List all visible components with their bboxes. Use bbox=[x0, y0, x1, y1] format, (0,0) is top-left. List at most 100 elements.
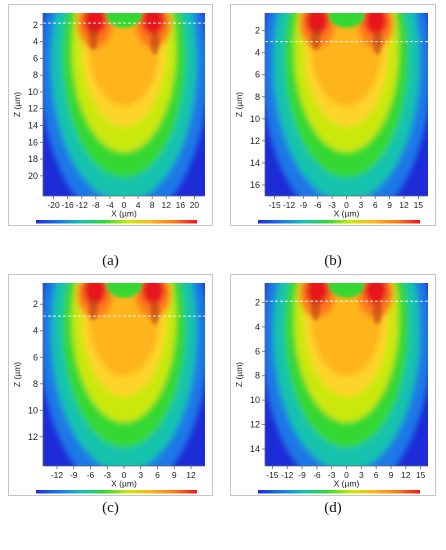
z-tick-label: 20 bbox=[28, 171, 38, 181]
panel-caption: (a) bbox=[102, 253, 119, 269]
x-tick-label: -3 bbox=[328, 470, 336, 480]
x-tick-label: 3 bbox=[359, 200, 364, 210]
x-tick-label: -9 bbox=[298, 470, 306, 480]
dark-patch bbox=[88, 26, 98, 51]
x-tick-label: 12 bbox=[399, 200, 409, 210]
panel-a: 2 4 6 8 10 12 14 16 18 20 -20 -16 -12 -8 -4 0 4 8 12 16 20 X … bbox=[8, 4, 213, 275]
colorbar-min-label: 0.40 bbox=[34, 225, 50, 226]
low-stress-region bbox=[328, 13, 365, 28]
z-tick-label: 2 bbox=[255, 26, 260, 36]
colorbar-unit-label: GPa bbox=[108, 495, 125, 496]
panel-d: 2 4 6 8 10 12 14 -15 -12 -9 -6 -3 0 3 6 9 12 15 X (µm) Z (µ… bbox=[230, 274, 436, 522]
stress-lobe bbox=[364, 13, 388, 35]
x-tick-label: 4 bbox=[136, 200, 141, 210]
z-tick-label: 8 bbox=[33, 70, 38, 80]
x-tick-label: -8 bbox=[92, 200, 100, 210]
x-axis-label: X (µm) bbox=[334, 209, 360, 219]
z-axis-label: Z (µm) bbox=[234, 362, 244, 387]
dark-patch bbox=[372, 300, 382, 325]
x-tick-label: -12 bbox=[281, 470, 294, 480]
z-axis-label: Z (µm) bbox=[234, 92, 244, 117]
stress-field bbox=[265, 283, 428, 466]
x-tick-label: 3 bbox=[359, 470, 364, 480]
panel-c: 2 4 6 8 10 12 -12 -9 -6 -3 0 3 6 9 12 X (µm) Z (µm) 0.44 G… bbox=[8, 274, 213, 522]
dark-patch bbox=[311, 26, 321, 51]
x-tick-label: 3 bbox=[138, 470, 143, 480]
x-tick-label: 0 bbox=[344, 470, 349, 480]
stress-field bbox=[265, 13, 428, 196]
panel-caption: (c) bbox=[102, 500, 119, 516]
dark-patch bbox=[150, 30, 160, 55]
z-tick-label: 4 bbox=[255, 322, 260, 332]
x-tick-label: 6 bbox=[373, 200, 378, 210]
colorbar-max-label: 11.14 bbox=[403, 225, 423, 226]
z-tick-label: 12 bbox=[28, 432, 38, 442]
stress-lobe bbox=[305, 13, 329, 35]
z-tick-label: 14 bbox=[28, 120, 38, 130]
z-tick-label: 16 bbox=[250, 180, 260, 190]
colorbar-max-label: 10.78 bbox=[402, 495, 423, 496]
z-tick-label: 14 bbox=[250, 444, 260, 454]
panel-b: 2 4 6 8 10 12 14 16 -15 -12 -9 -6 -3 0 3 6 9 12 15 X (µm) Z … bbox=[230, 4, 436, 275]
x-tick-label: -9 bbox=[300, 200, 308, 210]
colorbar-min-label: 0.40 bbox=[256, 495, 272, 496]
colorbar-unit-label: GPa bbox=[331, 495, 348, 496]
x-tick-label: -6 bbox=[313, 470, 321, 480]
x-tick-label: 9 bbox=[387, 200, 392, 210]
low-stress-region bbox=[106, 13, 142, 28]
x-axis-label: X (µm) bbox=[334, 479, 360, 489]
stress-lobe bbox=[364, 283, 388, 305]
stress-map-chart: 2 4 6 8 10 12 -12 -9 -6 -3 0 3 6 9 12 X (µm) Z (µm) 0.44 G… bbox=[12, 283, 205, 496]
z-tick-label: 8 bbox=[255, 92, 260, 102]
x-axis-label: X (µm) bbox=[111, 479, 137, 489]
colorbar bbox=[258, 490, 420, 494]
z-tick-label: 18 bbox=[28, 154, 38, 164]
z-tick-label: 10 bbox=[250, 395, 260, 405]
z-tick-label: 12 bbox=[250, 420, 260, 430]
x-tick-label: 0 bbox=[344, 200, 349, 210]
colorbar-max-label: 10.96 bbox=[179, 225, 200, 226]
z-tick-label: 12 bbox=[250, 136, 260, 146]
stress-lobe bbox=[141, 13, 165, 35]
z-tick-label: 4 bbox=[255, 48, 260, 58]
z-axis-label: Z (µm) bbox=[12, 362, 22, 387]
x-tick-label: -20 bbox=[47, 200, 60, 210]
x-tick-label: 16 bbox=[176, 200, 186, 210]
z-axis-label: Z (µm) bbox=[12, 92, 22, 117]
x-axis-label: X (µm) bbox=[111, 209, 137, 219]
z-tick-label: 2 bbox=[33, 299, 38, 309]
stress-lobe bbox=[83, 283, 107, 305]
z-tick-label: 6 bbox=[33, 352, 38, 362]
z-tick-label: 10 bbox=[28, 87, 38, 97]
colorbar bbox=[36, 220, 197, 224]
x-tick-label: -12 bbox=[76, 200, 89, 210]
x-tick-label: 6 bbox=[155, 470, 160, 480]
colorbar-unit-label: GPa bbox=[108, 225, 125, 226]
x-tick-label: 15 bbox=[416, 470, 426, 480]
z-tick-label: 8 bbox=[33, 379, 38, 389]
x-tick-label: -9 bbox=[70, 470, 78, 480]
colorbar bbox=[36, 490, 197, 494]
x-tick-label: -16 bbox=[62, 200, 75, 210]
z-tick-label: 16 bbox=[28, 137, 38, 147]
z-tick-label: 4 bbox=[33, 37, 38, 47]
dark-patch bbox=[150, 300, 160, 325]
low-stress-region bbox=[106, 283, 142, 298]
x-tick-label: 15 bbox=[414, 200, 424, 210]
x-tick-label: -15 bbox=[268, 200, 281, 210]
low-stress-region bbox=[328, 283, 365, 298]
stress-lobe bbox=[305, 283, 329, 305]
z-tick-label: 10 bbox=[250, 114, 260, 124]
dark-patch bbox=[311, 296, 321, 321]
x-tick-label: -4 bbox=[106, 200, 114, 210]
x-tick-label: -12 bbox=[283, 200, 296, 210]
x-tick-label: 12 bbox=[186, 470, 196, 480]
z-tick-label: 8 bbox=[255, 371, 260, 381]
z-tick-label: 6 bbox=[255, 70, 260, 80]
x-tick-label: -3 bbox=[103, 470, 111, 480]
x-tick-label: 6 bbox=[374, 470, 379, 480]
colorbar-max-label: 11.34 bbox=[180, 495, 200, 496]
x-tick-label: -3 bbox=[328, 200, 336, 210]
